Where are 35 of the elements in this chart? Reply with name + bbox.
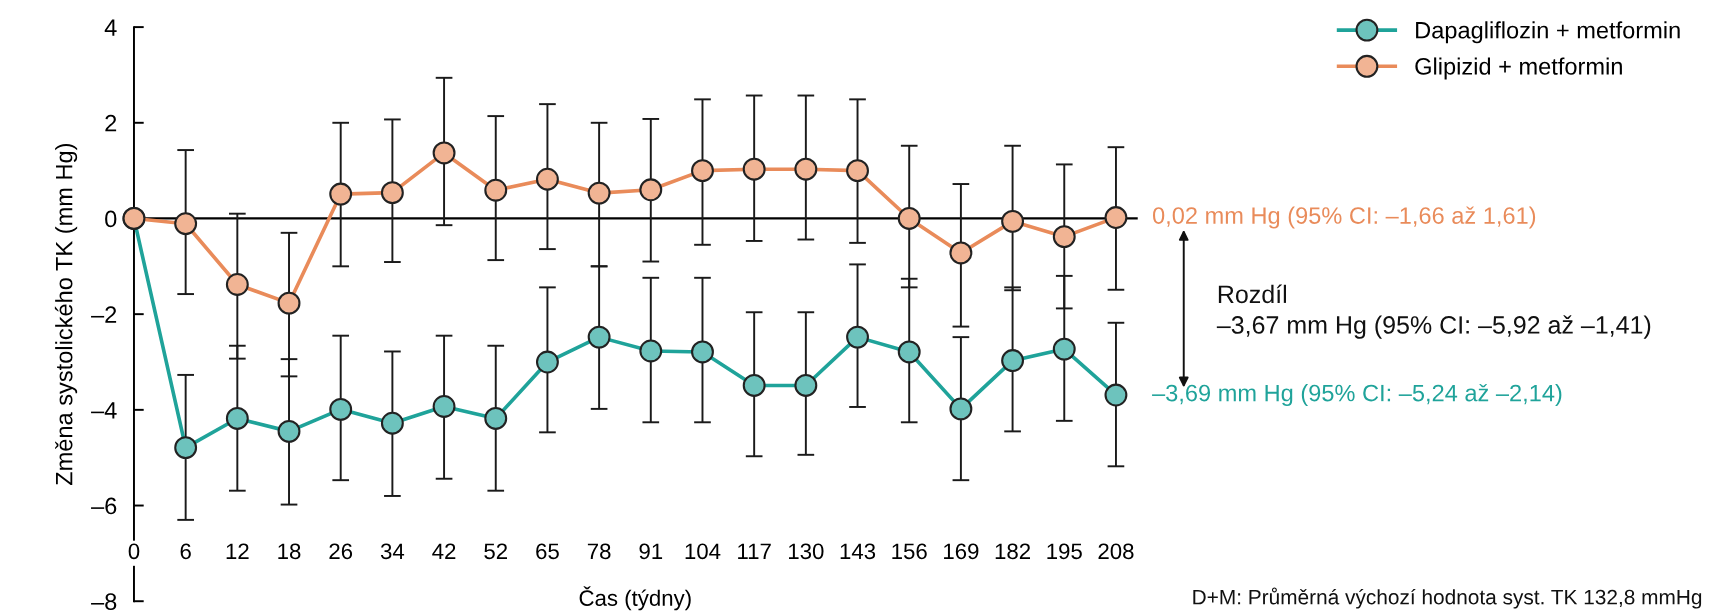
y-tick-label: –8: [91, 593, 117, 610]
y-tick-label: –6: [91, 497, 117, 515]
x-tick-label: 18: [278, 543, 301, 560]
y-tick-label: 0: [105, 210, 117, 228]
x-tick-label: 12: [226, 543, 249, 559]
x-tick-label: 156: [892, 543, 927, 560]
x-tick-label: 0: [128, 543, 140, 560]
y-tick-label: 4: [104, 19, 117, 36]
text: Rozdíl –3,67 mm Hg (95% CI: –5,92 až –1,41): [1216, 284, 1651, 339]
text: D+M: Průměrná výchozí hodnota syst. TK 132,8 mmHg: [1193, 587, 1702, 609]
x-tick-label: 130: [789, 543, 824, 560]
y-tick-label: –2: [91, 306, 117, 323]
x-tick-label: 117: [738, 543, 771, 559]
x-tick-label: 42: [432, 543, 456, 559]
x-tick-label: 208: [1098, 543, 1134, 560]
x-tick-label: 65: [536, 543, 559, 560]
x-tick-label: 182: [995, 543, 1030, 560]
x-tick-label: 34: [380, 543, 405, 560]
x-tick-label: 169: [944, 543, 979, 560]
x-tick-label: 52: [484, 543, 507, 560]
legend-label: Glipizid + metformin: [1415, 57, 1622, 80]
x-tick-label: 104: [685, 543, 721, 560]
x-tick-label: 26: [329, 543, 353, 560]
legend-label: Dapagliflozin + metformin: [1416, 21, 1680, 44]
annotation: 0,02 mm Hg (95% CI: –1,66 až 1,61): [1152, 206, 1536, 229]
annotation: –3,69 mm Hg (95% CI: –5,24 až –2,14): [1152, 383, 1562, 407]
x-tick-label: 6: [180, 543, 191, 560]
x-tick-label: 143: [840, 543, 876, 560]
x-tick-label: 91: [639, 543, 663, 560]
y-tick-label: –4: [91, 402, 117, 419]
x-axis-title: Čas (týdny): [579, 586, 691, 611]
y-axis-title: Změna systolického TK (mm Hg): [54, 143, 78, 486]
x-tick-label: 195: [1047, 543, 1082, 560]
y-tick-label: 2: [105, 114, 117, 132]
x-tick-label: 78: [587, 543, 611, 560]
